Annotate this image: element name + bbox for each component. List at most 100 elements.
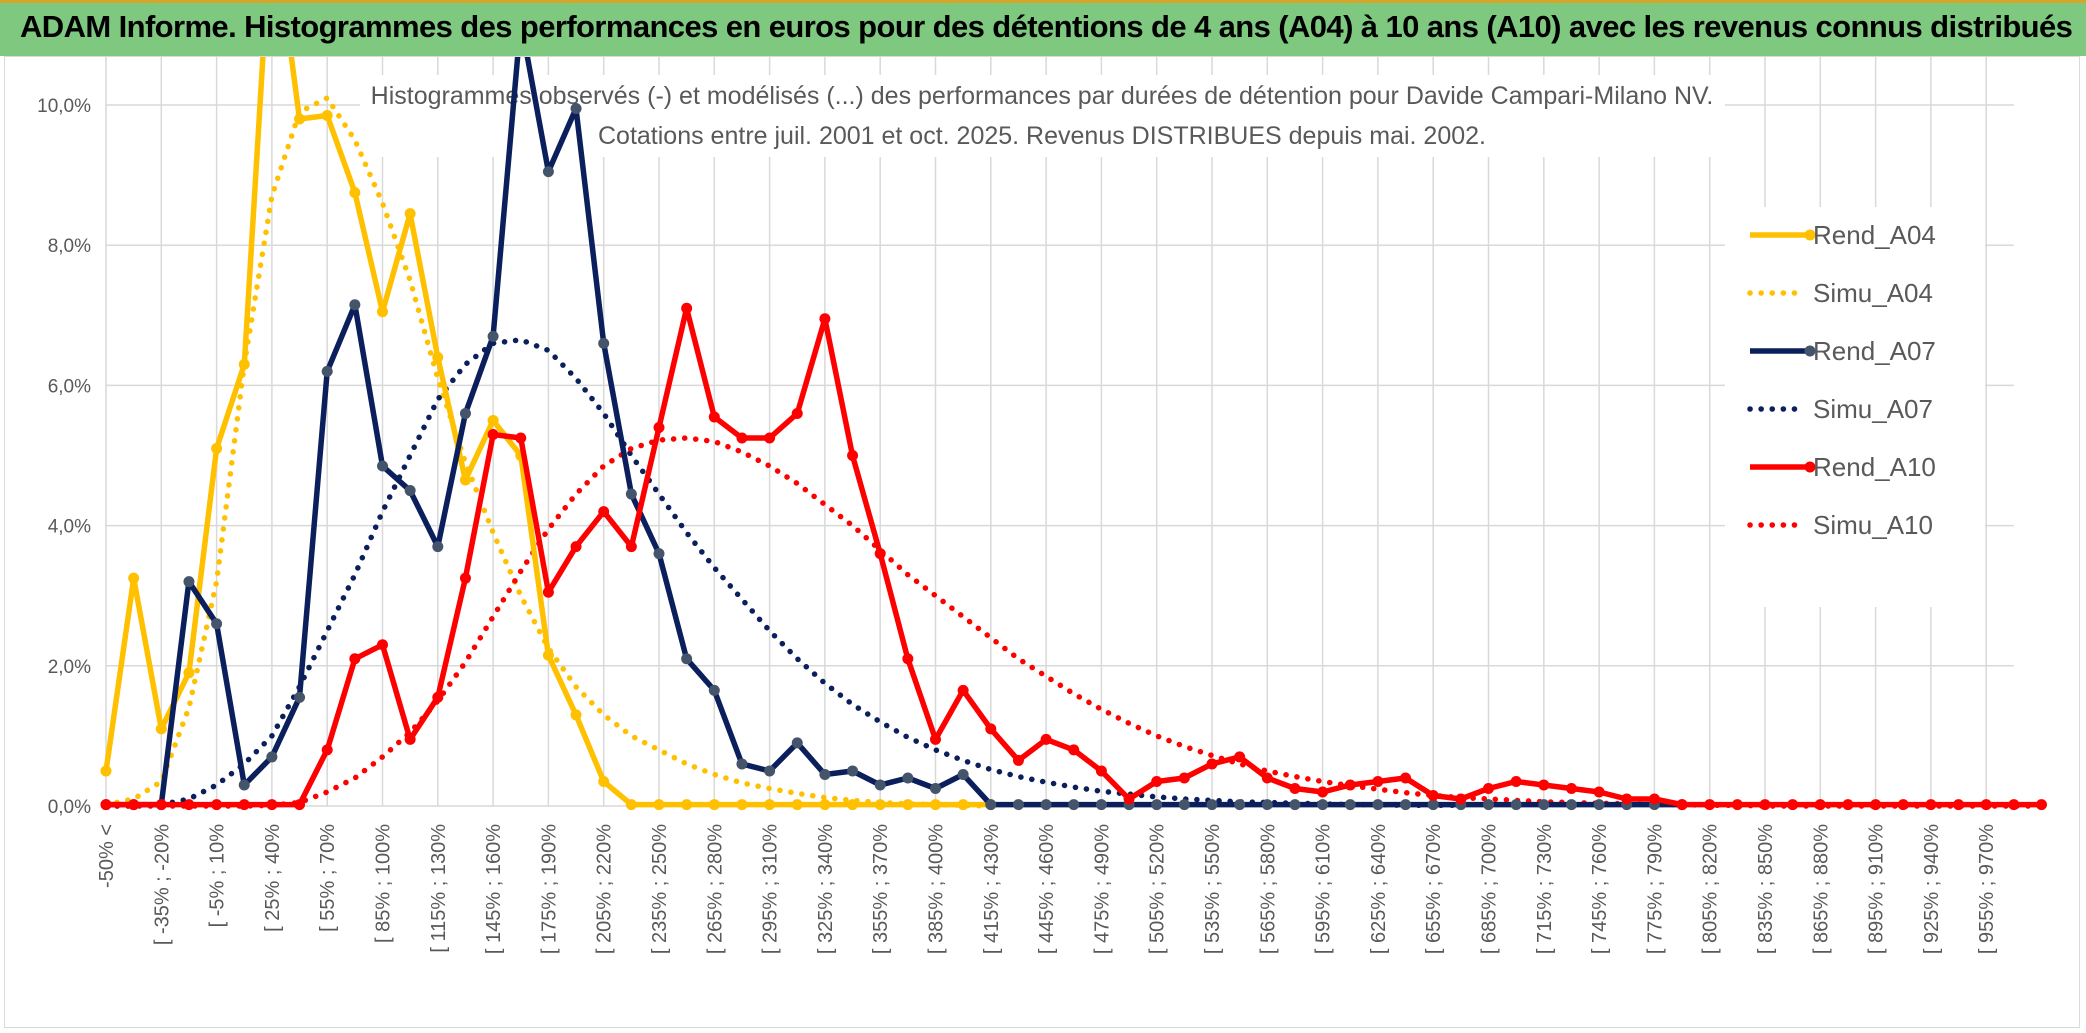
legend-marker: [1804, 229, 1816, 241]
data-point: [681, 799, 693, 811]
data-point: [432, 351, 444, 363]
data-point: [1012, 799, 1024, 811]
data-point: [847, 765, 859, 777]
legend-item-rend_a07: Rend_A07: [1750, 336, 1936, 366]
data-point: [321, 744, 333, 756]
x-tick-label: [ 235% ; 250%: [649, 824, 671, 954]
data-point: [349, 187, 361, 199]
data-point: [515, 432, 527, 444]
legend-label: Rend_A04: [1813, 220, 1936, 250]
x-tick-label: [ 745% ; 760%: [1589, 824, 1611, 954]
data-point: [791, 799, 803, 811]
data-point: [459, 474, 471, 486]
data-point: [266, 751, 278, 763]
data-point: [487, 428, 499, 440]
report-header: ADAM Informe. Histogrammes des performan…: [0, 0, 2086, 56]
data-point: [957, 684, 969, 696]
data-point: [377, 639, 388, 651]
data-point: [1040, 733, 1052, 745]
data-point: [736, 432, 748, 444]
x-tick-label: [ 475% ; 490%: [1091, 824, 1113, 954]
data-point: [2036, 799, 2047, 811]
x-tick-label: [ 205% ; 220%: [594, 824, 616, 954]
data-point: [598, 506, 610, 518]
data-point: [1068, 744, 1080, 756]
data-point: [1676, 799, 1688, 811]
data-point: [1648, 793, 1660, 805]
series-rend_a10: [100, 302, 2047, 811]
data-point: [1261, 772, 1273, 784]
data-point: [1040, 799, 1052, 811]
data-point: [459, 572, 471, 584]
data-point: [377, 306, 388, 318]
data-point: [1400, 772, 1412, 784]
data-point: [155, 723, 167, 735]
y-tick-label: 6,0%: [48, 376, 91, 397]
data-point: [598, 337, 610, 349]
data-point: [487, 414, 499, 426]
data-point: [874, 779, 886, 791]
data-point: [1455, 793, 1467, 805]
data-point: [404, 208, 416, 220]
data-point: [1372, 775, 1384, 787]
x-tick-label: [ 655% ; 670%: [1423, 824, 1445, 954]
data-point: [542, 586, 554, 598]
x-tick-label: [ 55% ; 70%: [317, 824, 339, 932]
data-point: [321, 365, 333, 377]
data-point: [1317, 786, 1329, 798]
chart-title: Histogrammes observés (-) et modélisés (…: [371, 82, 1714, 110]
data-point: [1925, 799, 1937, 811]
data-point: [708, 684, 720, 696]
series-line: [103, 95, 994, 809]
data-point: [183, 667, 195, 679]
x-tick-label: [ 175% ; 190%: [538, 824, 560, 954]
data-point: [1593, 799, 1605, 811]
legend-background: [1725, 207, 1985, 607]
x-tick-label: [ 265% ; 280%: [704, 824, 726, 954]
data-point: [1151, 799, 1163, 811]
data-point: [238, 358, 250, 370]
chart-title-background: [360, 75, 1725, 157]
data-point: [957, 768, 969, 780]
legend-label: Simu_A10: [1813, 510, 1933, 540]
legend-label: Simu_A07: [1813, 394, 1933, 424]
legend-marker: [1804, 345, 1816, 357]
data-point: [930, 782, 941, 794]
data-point: [957, 799, 969, 811]
data-point: [266, 799, 278, 811]
x-tick-label: [ 895% ; 910%: [1866, 824, 1888, 954]
data-point: [183, 799, 195, 811]
data-point: [570, 103, 582, 115]
data-point: [1178, 772, 1190, 784]
y-tick-label: 8,0%: [48, 236, 91, 257]
data-point: [1344, 779, 1356, 791]
data-point: [542, 166, 554, 178]
x-tick-label: [ 835% ; 850%: [1755, 824, 1777, 954]
data-point: [1068, 799, 1080, 811]
data-point: [1427, 799, 1439, 811]
data-point: [902, 772, 914, 784]
x-tick-label: [ 865% ; 880%: [1810, 824, 1832, 954]
data-point: [708, 799, 720, 811]
data-point: [2008, 799, 2020, 811]
data-point: [1427, 789, 1439, 801]
x-tick-label: -50% <: [96, 824, 118, 888]
x-tick-label: [ 685% ; 700%: [1479, 824, 1501, 954]
legend-item-simu_a10: Simu_A10: [1747, 510, 1933, 540]
x-tick-label: [ 415% ; 430%: [981, 824, 1003, 954]
data-point: [874, 548, 886, 560]
data-point: [294, 113, 306, 125]
data-point: [625, 541, 637, 553]
y-tick-label: 10,0%: [37, 96, 91, 117]
series-line: [103, 337, 1464, 809]
x-tick-label: [ 25% ; 40%: [262, 824, 284, 932]
x-tick-label: [ 325% ; 340%: [815, 824, 837, 954]
data-point: [1483, 799, 1494, 811]
series-simu_a07: [103, 337, 1464, 809]
series-rend_a04: [100, 57, 997, 811]
x-tick-label: [ -35% ; -20%: [151, 824, 173, 945]
data-point: [791, 407, 803, 419]
data-point: [1980, 799, 1992, 811]
chart-area: 0,0%2,0%4,0%6,0%8,0%10,0%12,0%14,0%-50% …: [4, 56, 2080, 1028]
x-tick-label: [ 565% ; 580%: [1257, 824, 1279, 954]
